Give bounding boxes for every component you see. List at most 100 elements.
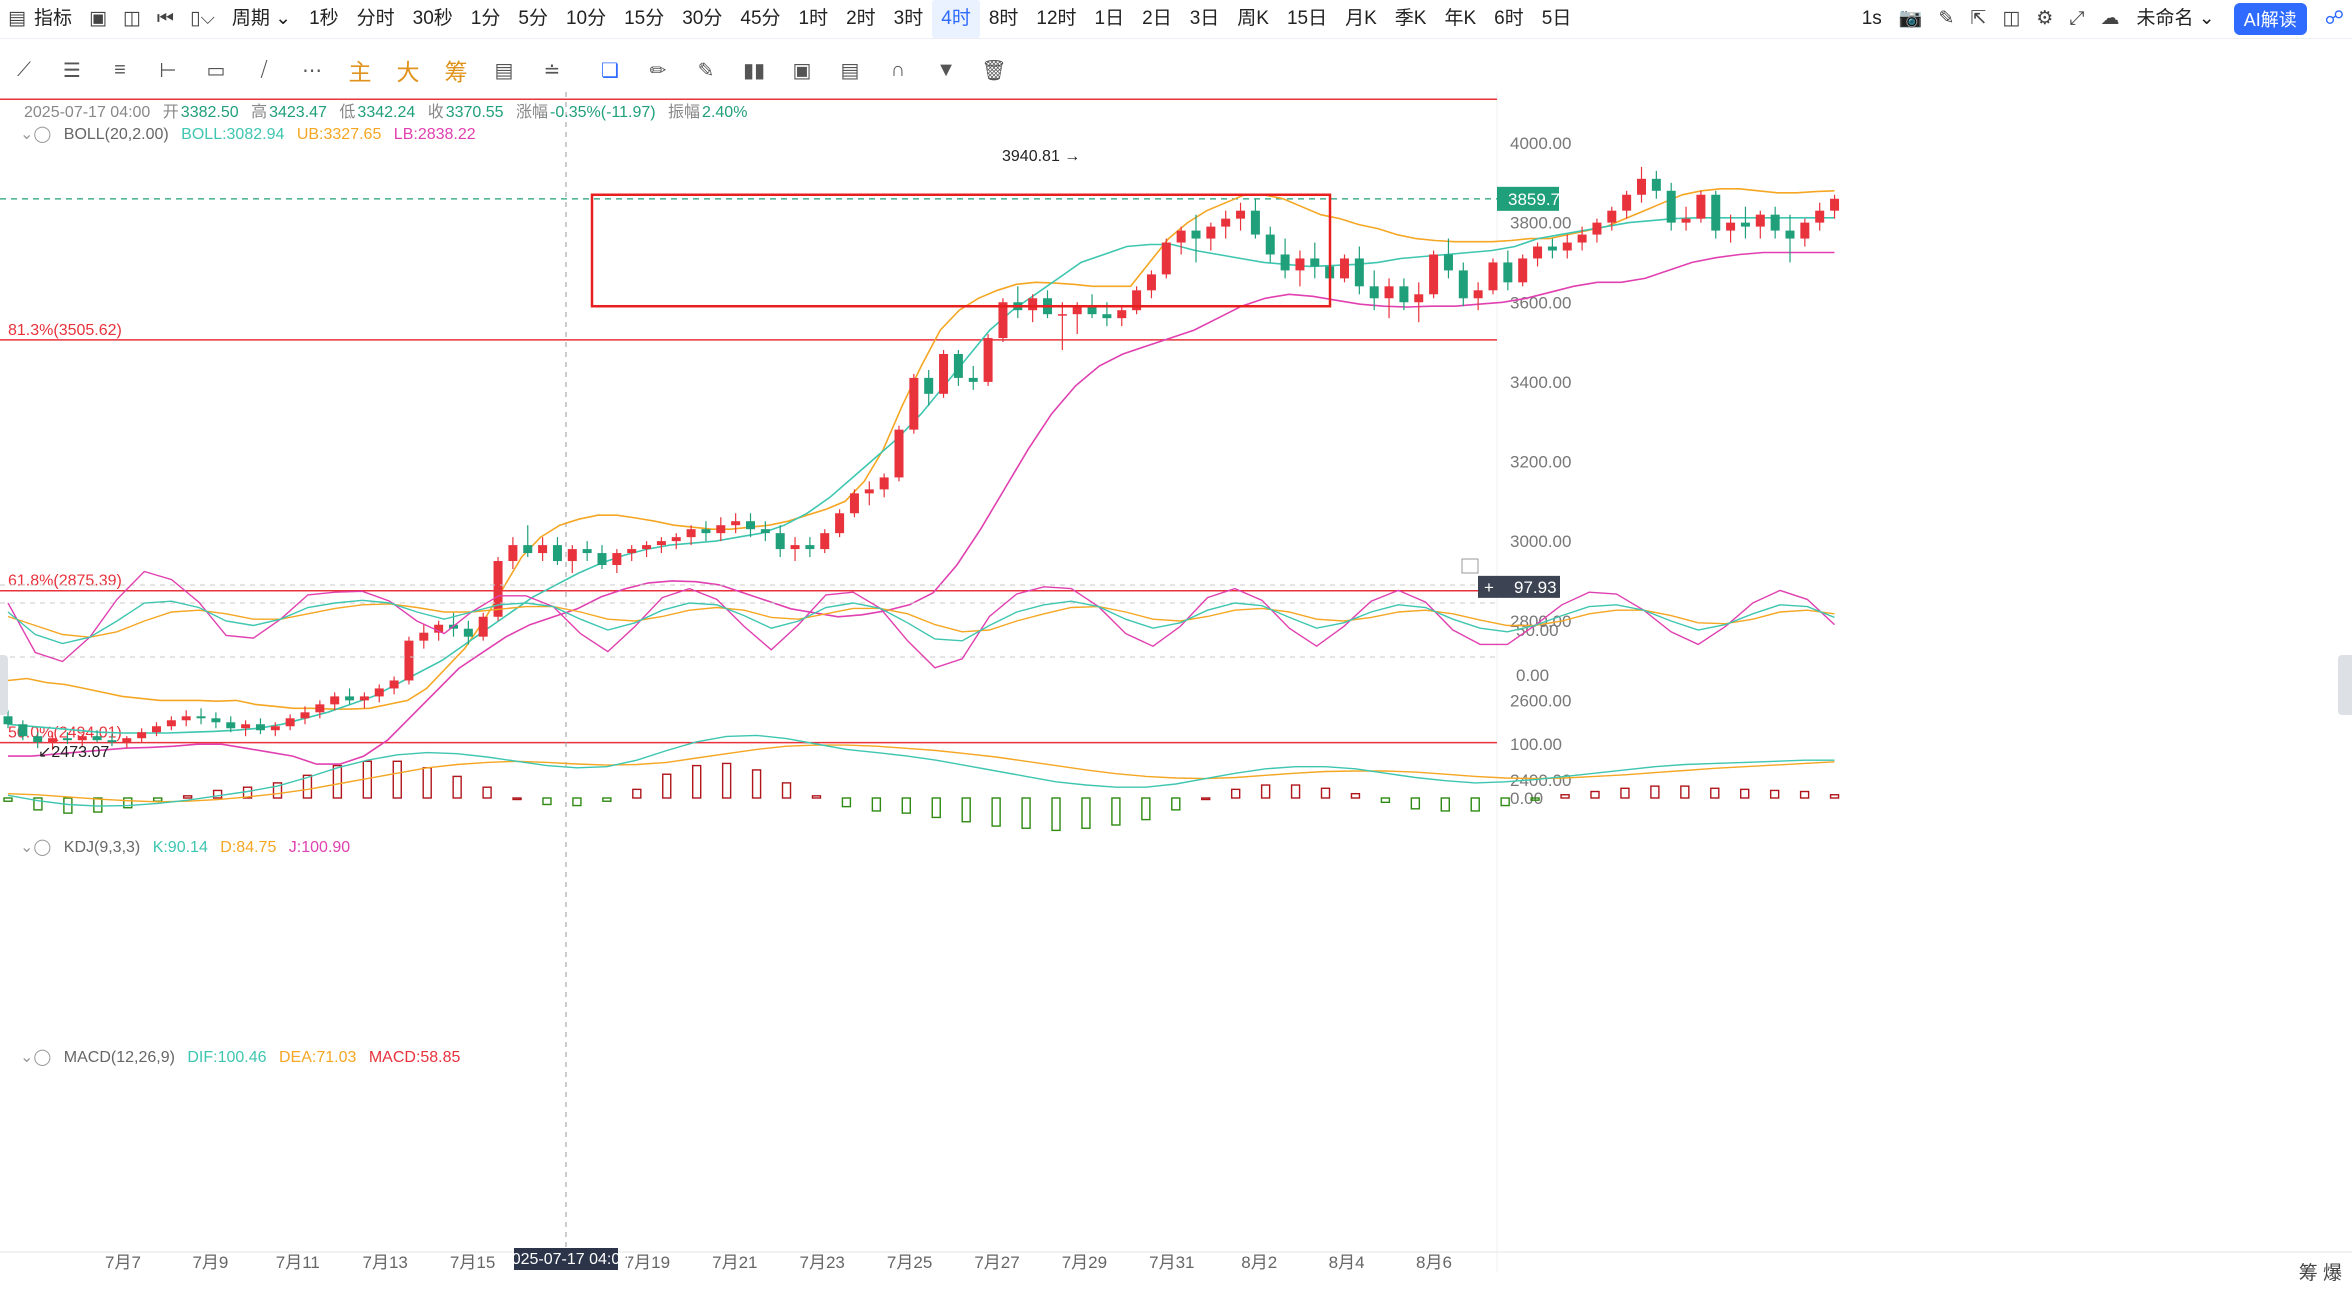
macd-bar (512, 797, 522, 801)
right-collapse-handle[interactable] (2338, 655, 2352, 715)
crosshair-time-box (514, 1248, 618, 1270)
parallel-lines-icon[interactable]: ☰ (63, 59, 81, 82)
timeframe-8[interactable]: 45分 (740, 8, 781, 29)
candle-body (983, 338, 993, 382)
horizontal-lines-icon[interactable]: ≡ (114, 58, 126, 81)
macd-bar (1410, 797, 1421, 810)
timeframe-14[interactable]: 12时 (1036, 8, 1077, 29)
kdj-name[interactable]: KDJ(9,3,3) (63, 839, 141, 856)
fib-icon[interactable]: ⧸ (260, 58, 268, 81)
timeframe-11[interactable]: 3时 (893, 8, 924, 29)
popout-icon[interactable]: ⇱ (1970, 8, 1987, 29)
indicator-icon[interactable]: ▤ (8, 8, 26, 29)
candle-body (1384, 286, 1394, 299)
settings-icon[interactable]: ⚙ (2036, 8, 2054, 29)
candle-body (656, 541, 666, 546)
macd-name[interactable]: MACD(12,26,9) (63, 1049, 175, 1066)
macd-bar (33, 797, 43, 811)
main-chart-toggle[interactable]: 主 (348, 59, 372, 85)
macd-bar (1590, 790, 1600, 799)
cross-line-icon[interactable]: ⊢ (159, 59, 177, 82)
hide-drawings-icon[interactable]: ▤ (494, 59, 514, 82)
camera-icon[interactable]: 📷 (1898, 8, 1923, 29)
trendline-icon[interactable]: ⟋ (17, 58, 31, 81)
candle-body (345, 696, 355, 701)
timeframe-3[interactable]: 1分 (470, 8, 501, 29)
candle-body (552, 545, 562, 562)
cloud-icon[interactable]: ☁ (2100, 8, 2120, 29)
timeframe-4[interactable]: 5分 (518, 8, 548, 29)
ai-interpret-button[interactable]: AI解读 (2233, 3, 2307, 35)
chip-toggle[interactable]: 筹 (444, 59, 468, 85)
note-icon[interactable]: ▤ (840, 59, 860, 82)
bar-pattern-icon[interactable]: ▮▮ (742, 59, 765, 82)
timeframe-21[interactable]: 季K (1394, 8, 1427, 29)
refresh-interval[interactable]: 1s (1861, 8, 1882, 29)
kdj-cursor-box (1478, 575, 1560, 598)
timeframe-20[interactable]: 月K (1345, 8, 1377, 29)
timeframe-6[interactable]: 15分 (624, 8, 665, 29)
indicator-button[interactable]: 指标 (33, 8, 72, 29)
info-close-label: 收 (427, 104, 444, 121)
pencil-icon[interactable]: ✎ (697, 59, 715, 82)
timeframe-1[interactable]: 分时 (356, 8, 395, 29)
timeframe-15[interactable]: 1日 (1094, 8, 1125, 29)
kdj-legend: ⌄◯ KDJ(9,3,3) K:90.14 D:84.75 J:100.90 (20, 837, 358, 857)
bottom-right-labels[interactable]: 筹 爆 (2298, 1263, 2342, 1284)
timeframe-16[interactable]: 2日 (1142, 8, 1172, 29)
eye-icon[interactable]: ⌄◯ (20, 839, 52, 856)
timeframe-7[interactable]: 30分 (682, 8, 723, 29)
timeframe-13[interactable]: 8时 (988, 8, 1019, 29)
pen-icon[interactable]: ✎ (1938, 8, 1955, 29)
kdj-j-line (7, 570, 1835, 669)
timeframe-12[interactable]: 4时 (932, 0, 980, 38)
candle-body (894, 429, 904, 478)
timeframe-5[interactable]: 10分 (565, 8, 607, 29)
more-tools-icon[interactable]: ⋯ (302, 59, 322, 82)
share-icon[interactable]: ☍ (2324, 8, 2344, 29)
price-chart[interactable]: 4000.00 3800.00 3600.00 3400.00 3200.00 3000.… (0, 92, 2352, 1290)
measure-icon[interactable]: ≐ (543, 59, 561, 82)
candle-body (181, 716, 191, 721)
candle-body (1414, 294, 1424, 303)
candle-body (226, 722, 236, 729)
candle-body (1087, 306, 1097, 315)
brush-icon[interactable]: ✏ (649, 59, 667, 82)
eye-icon[interactable]: ⌄◯ (20, 1049, 52, 1066)
macd-dea-line (7, 744, 1835, 803)
layout-name[interactable]: 未命名 ⌄ (2136, 8, 2215, 29)
macd-bar (1620, 787, 1630, 799)
timeframe-10[interactable]: 2时 (846, 8, 876, 29)
layout-icon[interactable]: ◫ (122, 8, 141, 29)
timeframe-23[interactable]: 6时 (1494, 8, 1524, 29)
magnet-icon[interactable]: ∩ (890, 58, 906, 81)
trash-icon[interactable]: 🗑 (981, 59, 1007, 82)
big-order-toggle[interactable]: 大 (396, 59, 420, 85)
eye-icon[interactable]: ⌄◯ (20, 126, 52, 143)
timeframe-24[interactable]: 5日 (1541, 8, 1572, 29)
timeframe-22[interactable]: 年K (1444, 8, 1477, 29)
kdj-k: K:90.14 (152, 839, 208, 856)
macd-bar (123, 797, 133, 809)
filter-icon[interactable]: ▼ (936, 58, 956, 81)
rectangle-icon[interactable]: ▭ (206, 59, 226, 82)
boll-name[interactable]: BOLL(20,2.00) (63, 126, 169, 143)
left-collapse-handle[interactable] (0, 655, 8, 715)
candle-type-icon[interactable]: ▯⌵ (189, 8, 215, 29)
timeframe-19[interactable]: 15日 (1286, 8, 1328, 29)
calendar-icon[interactable]: ▣ (88, 8, 107, 29)
copy-icon[interactable]: ❏ (601, 59, 619, 82)
period-dropdown[interactable]: 周期 ⌄ (231, 8, 292, 29)
replay-icon[interactable]: ⏮ (156, 8, 174, 29)
timeframe-9[interactable]: 1时 (798, 8, 829, 29)
timeframe-0[interactable]: 1秒 (309, 8, 339, 29)
save-icon[interactable]: ◫ (2002, 8, 2021, 29)
time-axis-label: 7月9 (192, 1253, 228, 1272)
fullscreen-icon[interactable]: ⤢ (2069, 8, 2085, 29)
lock-icon[interactable]: ▣ (792, 59, 812, 82)
timeframe-18[interactable]: 周K (1237, 8, 1269, 29)
candle-body (1562, 242, 1572, 251)
timeframe-17[interactable]: 3日 (1189, 8, 1220, 29)
macd-bar (1500, 797, 1510, 807)
timeframe-2[interactable]: 30秒 (412, 8, 453, 29)
